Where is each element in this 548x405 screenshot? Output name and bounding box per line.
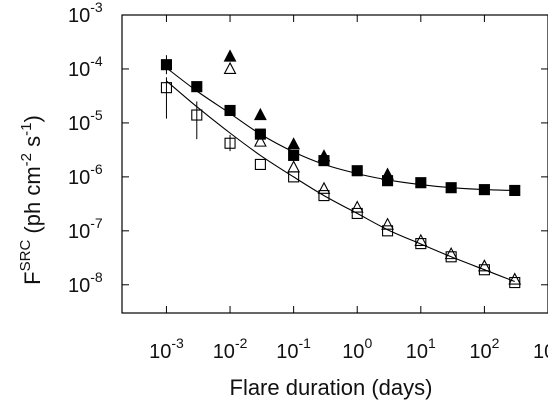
y-axis-title-unit-exp2: -1 — [18, 123, 35, 136]
open-triangle-marker — [317, 181, 331, 194]
plot-frame — [121, 14, 548, 314]
y-tick-label: 10-4 — [68, 53, 103, 81]
filled-triangle-marker — [253, 107, 267, 121]
open-triangle-marker — [414, 233, 428, 246]
filled-square-marker — [351, 165, 363, 177]
y-axis-title-unit-exp1: -2 — [18, 153, 35, 166]
y-axis-title-unit-mid: s — [20, 136, 45, 153]
filled-triangle-marker — [223, 49, 237, 62]
data-markers — [160, 49, 522, 289]
open-triangle-marker — [381, 217, 394, 230]
x-tick-label: 100 — [342, 335, 372, 363]
open-triangle-marker — [287, 160, 301, 173]
y-axis-title-unit-open: (ph cm — [20, 166, 45, 239]
filled-square-marker — [224, 104, 236, 117]
open-square-marker — [509, 277, 521, 289]
open-triangle-marker — [223, 61, 237, 75]
y-tick-label: 10-5 — [68, 107, 103, 135]
filled-square-marker — [288, 149, 300, 161]
open-triangle-marker — [477, 259, 491, 272]
axis-ticks — [122, 14, 548, 313]
open-square-marker — [224, 137, 236, 149]
x-tick-label: 102 — [469, 335, 499, 363]
plot-area — [121, 14, 548, 314]
x-tick-label: 103 — [533, 335, 548, 363]
fit-curve-2 — [166, 80, 515, 283]
y-tick-label: 10-6 — [68, 161, 103, 189]
open-square-marker — [288, 171, 300, 183]
y-axis-title: FSRC (ph cm-2 s-1) — [17, 115, 45, 285]
open-square-marker — [478, 264, 490, 276]
open-triangle-marker — [444, 246, 458, 260]
filled-triangle-marker — [287, 137, 301, 150]
x-tick-label: 101 — [406, 335, 436, 363]
filled-square-marker — [382, 175, 394, 187]
open-square-marker — [254, 158, 266, 170]
x-tick-label: 10-1 — [276, 335, 311, 363]
filled-square-marker — [318, 155, 330, 167]
y-axis-title-unit-close: ) — [20, 115, 45, 122]
filled-square-marker — [191, 81, 203, 93]
x-axis-title: Flare duration (days) — [230, 375, 433, 400]
fit-curve-1 — [166, 67, 515, 192]
open-square-marker — [415, 238, 427, 250]
x-tick-label: 10-3 — [149, 335, 184, 363]
filled-square-marker — [509, 184, 521, 197]
fit-curves — [166, 67, 515, 283]
y-tick-labels: 10-8 10-7 10-6 10-5 10-4 10-3 — [68, 0, 103, 297]
x-tick-label: 10-2 — [213, 335, 248, 363]
filled-square-marker — [254, 128, 266, 140]
open-triangle-marker — [253, 134, 267, 147]
open-square-marker — [191, 109, 203, 121]
open-square-marker — [351, 207, 363, 219]
y-tick-label: 10-7 — [68, 215, 103, 243]
open-square-marker — [160, 82, 172, 94]
filled-square-marker — [160, 59, 172, 71]
open-square-marker — [382, 225, 394, 237]
filled-square-marker — [478, 184, 490, 196]
filled-square-marker — [445, 182, 457, 194]
open-square-marker — [445, 251, 457, 263]
x-tick-labels: 10-3 10-2 10-1 100 101 102 103 — [149, 335, 548, 363]
y-axis-title-main: F — [20, 271, 45, 284]
open-square-marker — [318, 190, 330, 202]
y-tick-label: 10-3 — [68, 0, 103, 27]
y-axis-title-sup: SRC — [17, 240, 34, 272]
open-triangle-marker — [350, 200, 364, 213]
y-tick-label: 10-8 — [68, 269, 103, 297]
filled-square-marker — [415, 177, 427, 189]
open-triangle-marker — [508, 272, 522, 285]
